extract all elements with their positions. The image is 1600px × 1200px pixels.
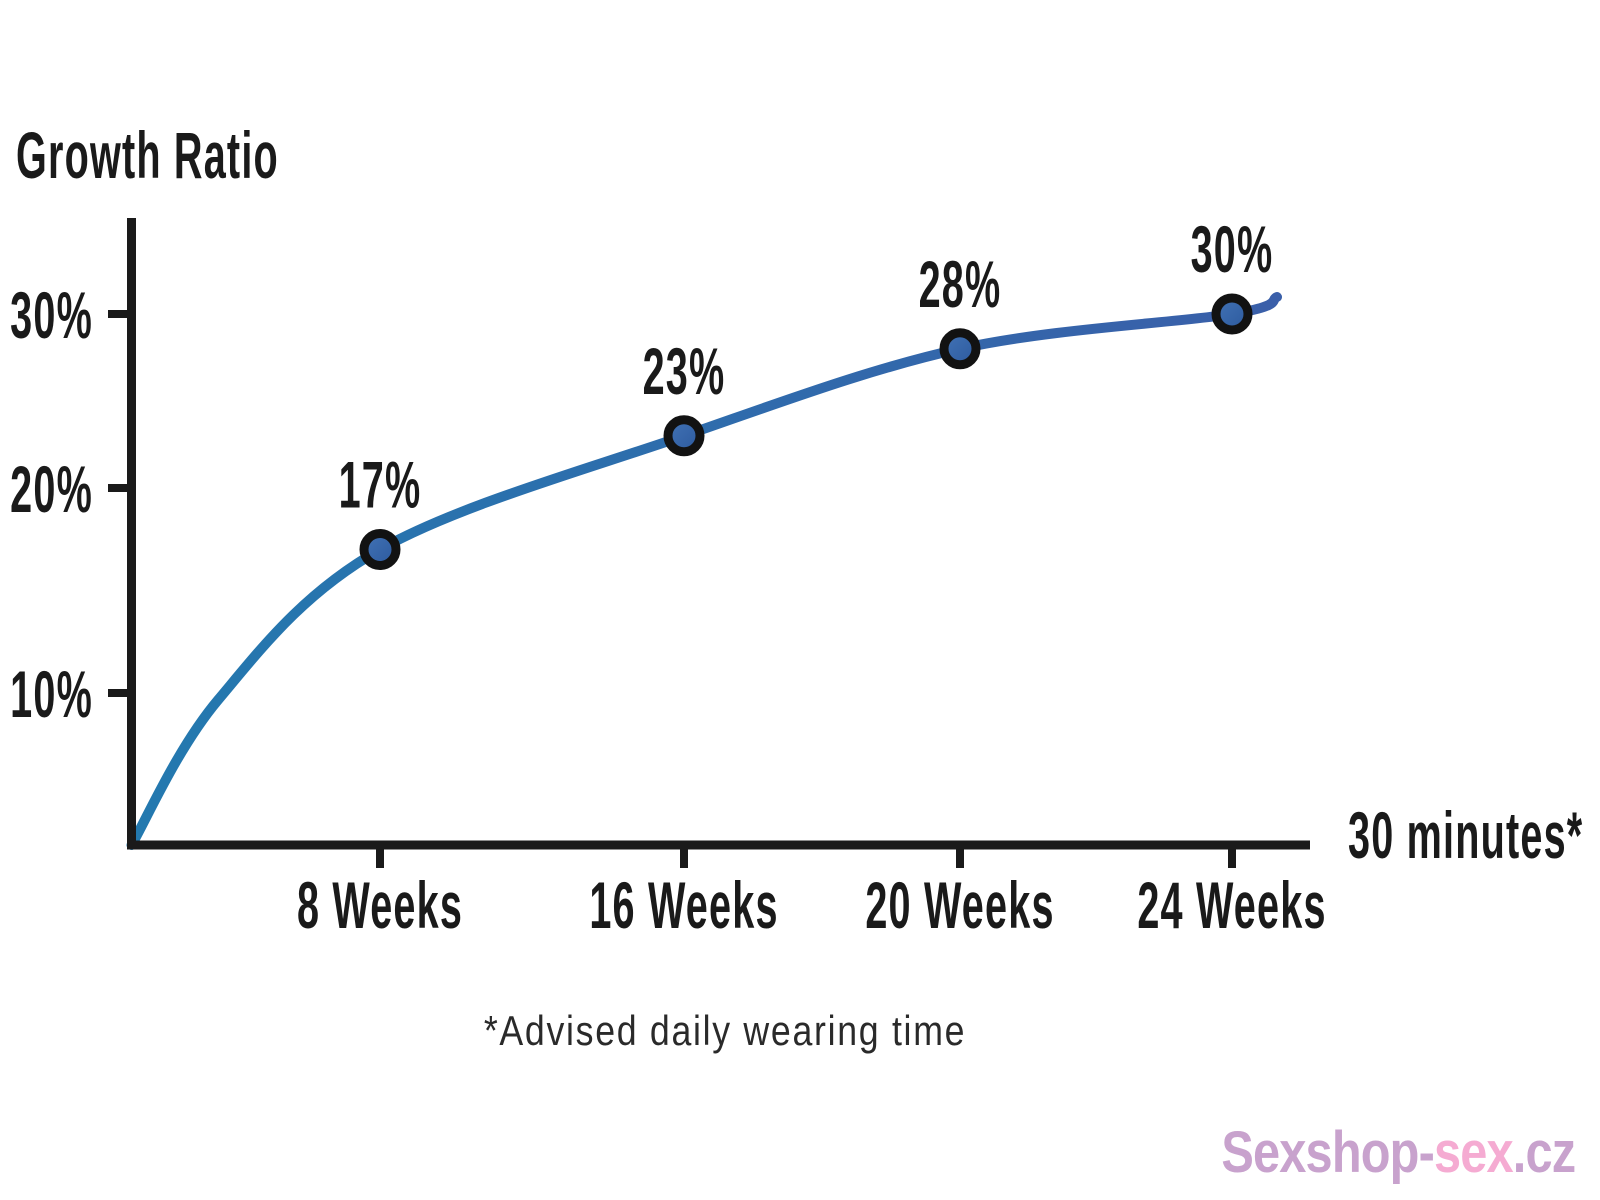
- data-point-marker: [1211, 293, 1253, 335]
- x-tick-label: 24 Weeks: [1137, 869, 1326, 943]
- footnote: *Advised daily wearing time: [484, 1008, 966, 1054]
- watermark-part-sexshop: Sexshop-: [1221, 1120, 1434, 1185]
- watermark-part-cz: .cz: [1512, 1120, 1576, 1185]
- x-tick-label: 16 Weeks: [589, 869, 778, 943]
- x-tick-label: 8 Weeks: [297, 869, 463, 943]
- y-tick-label: 30%: [10, 279, 93, 353]
- watermark-part-sex: sex: [1433, 1120, 1514, 1185]
- axes: [127, 218, 1310, 850]
- x-axis-note: 30 minutes*: [1348, 799, 1583, 873]
- point-value-label: 30%: [1191, 213, 1274, 287]
- growth-curve: [126, 292, 1282, 850]
- data-point-marker: [663, 415, 705, 457]
- data-point-marker: [359, 529, 401, 570]
- y-tick-label: 20%: [10, 453, 93, 527]
- point-value-label: 17%: [339, 448, 422, 522]
- data-point-marker: [939, 328, 981, 370]
- watermark-logo: Sexshop-sex.cz: [1221, 1119, 1576, 1186]
- y-tick-label: 10%: [10, 658, 93, 732]
- chart-title: Growth Ratio: [16, 119, 279, 193]
- point-value-label: 28%: [919, 247, 1002, 321]
- point-value-label: 23%: [643, 334, 726, 408]
- x-tick-label: 20 Weeks: [865, 869, 1054, 943]
